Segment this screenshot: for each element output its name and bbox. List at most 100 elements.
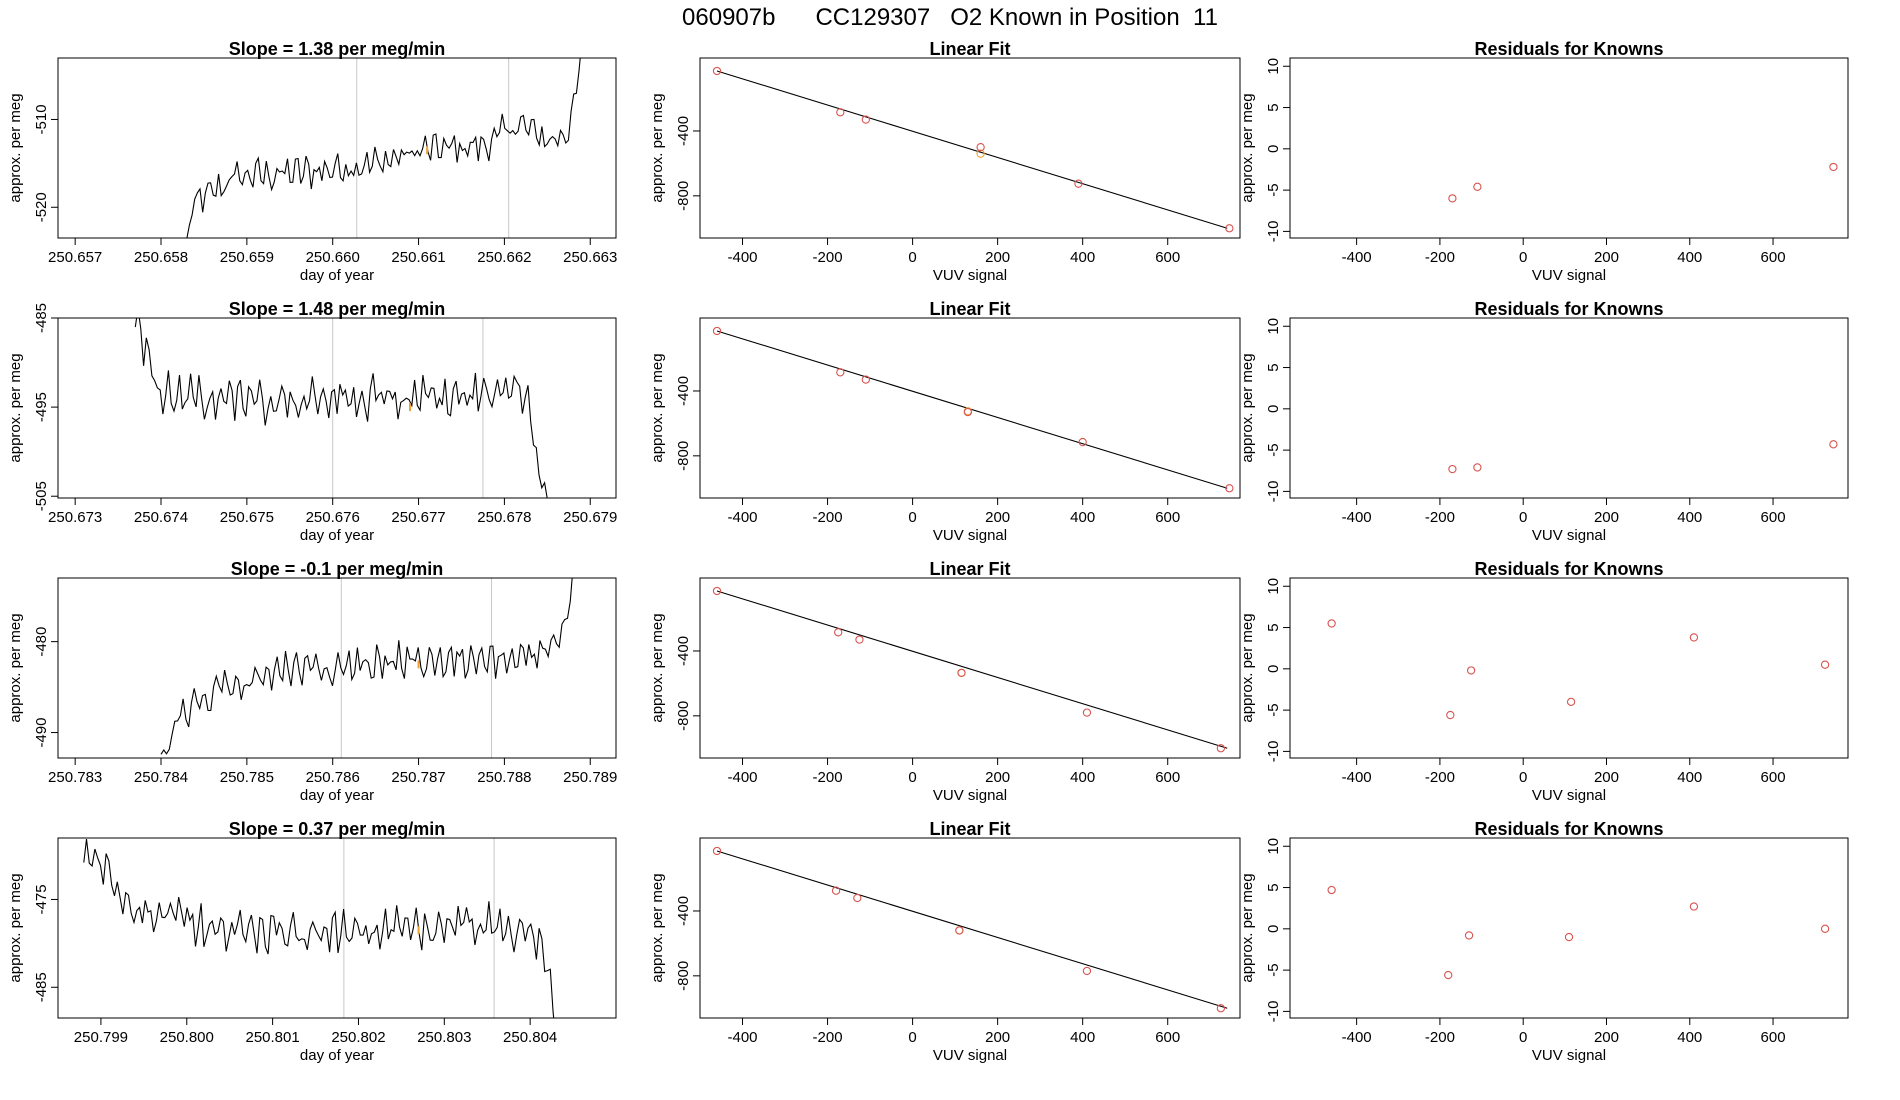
plot-area bbox=[712, 586, 1228, 753]
plot-area bbox=[160, 578, 573, 755]
y-tick-label: -800 bbox=[675, 181, 692, 211]
x-tick-label: 250.800 bbox=[160, 1029, 214, 1046]
y-tick-label: -400 bbox=[675, 636, 692, 666]
chart-title: Linear Fit bbox=[929, 819, 1010, 839]
y-axis-label: approx. per meg bbox=[649, 613, 666, 722]
x-tick-label: 250.803 bbox=[417, 1029, 471, 1046]
data-point bbox=[1466, 666, 1476, 675]
x-tick-label: -200 bbox=[813, 509, 843, 526]
y-tick-label: -510 bbox=[33, 104, 50, 134]
x-tick-label: 600 bbox=[1155, 1029, 1180, 1046]
x-tick-label: 200 bbox=[985, 769, 1010, 786]
y-axis-label: approx. per meg bbox=[7, 353, 24, 462]
data-trace bbox=[160, 578, 573, 755]
y-tick-label: 10 bbox=[1265, 578, 1282, 595]
y-tick-label: -520 bbox=[33, 192, 50, 222]
plot-area bbox=[134, 318, 548, 498]
x-tick-label: 250.678 bbox=[477, 509, 531, 526]
fit-line bbox=[716, 850, 1228, 1009]
data-point bbox=[957, 668, 966, 678]
y-tick-label: -5 bbox=[1265, 963, 1282, 976]
chart-r1-fit: Linear Fit -400 -200 0 200 400 600 VUV signal -8… bbox=[649, 299, 1241, 544]
plot-frame bbox=[1289, 317, 1849, 499]
plot-frame bbox=[1289, 837, 1849, 1019]
x-axis-label: VUV signal bbox=[933, 527, 1007, 544]
x-tick-label: 250.786 bbox=[306, 769, 360, 786]
x-tick-label: 250.661 bbox=[391, 249, 445, 266]
x-tick-label: -400 bbox=[1342, 1029, 1372, 1046]
fit-line bbox=[716, 590, 1228, 749]
x-tick-label: -200 bbox=[1425, 249, 1455, 266]
data-point bbox=[1689, 902, 1699, 911]
data-point bbox=[1225, 484, 1234, 493]
data-trace bbox=[134, 318, 548, 498]
y-axis-label: approx. per meg bbox=[1239, 353, 1256, 462]
fit-line bbox=[716, 70, 1228, 229]
y-tick-label: 0 bbox=[1265, 405, 1282, 413]
plot-area bbox=[712, 66, 1234, 233]
x-tick-label: -200 bbox=[1425, 769, 1455, 786]
x-axis-label: day of year bbox=[300, 787, 374, 804]
x-tick-label: 250.799 bbox=[74, 1029, 128, 1046]
x-tick-label: 0 bbox=[908, 249, 916, 266]
x-tick-label: 0 bbox=[1519, 249, 1527, 266]
x-tick-label: 250.783 bbox=[48, 769, 102, 786]
y-tick-label: -5 bbox=[1265, 703, 1282, 716]
fit-line bbox=[716, 330, 1228, 489]
x-axis-label: day of year bbox=[300, 1047, 374, 1064]
x-tick-label: 400 bbox=[1677, 1029, 1702, 1046]
plot-frame bbox=[57, 577, 617, 759]
x-tick-label: -400 bbox=[728, 249, 758, 266]
y-tick-label: 0 bbox=[1265, 665, 1282, 673]
x-tick-label: 400 bbox=[1070, 1029, 1095, 1046]
chart-title: Residuals for Knowns bbox=[1474, 299, 1663, 319]
chart-title: Slope = -0.1 per meg/min bbox=[231, 559, 444, 579]
chart-title: Residuals for Knowns bbox=[1474, 559, 1663, 579]
x-tick-label: -200 bbox=[813, 1029, 843, 1046]
y-tick-label: -5 bbox=[1265, 443, 1282, 456]
x-tick-label: 250.662 bbox=[477, 249, 531, 266]
x-axis-label: VUV signal bbox=[933, 787, 1007, 804]
data-point bbox=[1464, 931, 1474, 940]
y-tick-label: 5 bbox=[1265, 103, 1282, 111]
x-tick-label: 250.802 bbox=[331, 1029, 385, 1046]
page-title: 060907b CC129307 O2 Known in Position 11 bbox=[682, 4, 1218, 31]
y-tick-label: -490 bbox=[33, 718, 50, 748]
chart-r2-series: Slope = -0.1 per meg/min 250.783 250.784 25… bbox=[7, 559, 617, 804]
x-tick-label: 250.784 bbox=[134, 769, 188, 786]
x-axis-label: VUV signal bbox=[1532, 787, 1606, 804]
x-tick-label: 250.673 bbox=[48, 509, 102, 526]
data-point bbox=[1829, 440, 1838, 449]
y-tick-label: -5 bbox=[1265, 183, 1282, 196]
y-tick-label: 0 bbox=[1265, 925, 1282, 933]
x-tick-label: -200 bbox=[813, 769, 843, 786]
x-tick-label: 250.675 bbox=[220, 509, 274, 526]
plot-frame bbox=[699, 577, 1241, 759]
chart-title: Linear Fit bbox=[929, 39, 1010, 59]
data-point bbox=[1448, 464, 1457, 474]
data-point bbox=[861, 375, 870, 384]
x-axis-label: VUV signal bbox=[933, 267, 1007, 284]
x-tick-label: 250.785 bbox=[220, 769, 274, 786]
x-tick-label: 250.677 bbox=[391, 509, 445, 526]
data-point bbox=[1473, 463, 1482, 472]
x-tick-label: 600 bbox=[1761, 509, 1786, 526]
plot-frame bbox=[1289, 57, 1849, 239]
chart-title: Slope = 1.38 per meg/min bbox=[229, 39, 446, 59]
y-tick-label: -480 bbox=[33, 627, 50, 657]
data-point bbox=[1216, 744, 1226, 753]
x-tick-label: 400 bbox=[1677, 769, 1702, 786]
x-tick-label: -400 bbox=[728, 769, 758, 786]
data-point bbox=[1216, 1004, 1226, 1013]
x-axis-label: day of year bbox=[300, 267, 374, 284]
data-point bbox=[955, 926, 964, 935]
y-tick-label: -10 bbox=[1265, 741, 1282, 763]
data-point bbox=[861, 115, 870, 124]
plot-frame bbox=[57, 57, 617, 239]
chart-r0-fit: Linear Fit -400 -200 0 200 400 600 VUV signal -8… bbox=[649, 39, 1241, 284]
chart-r3-fit: Linear Fit -400 -200 0 200 400 600 VUV signal -8… bbox=[649, 819, 1241, 1064]
data-point bbox=[1082, 966, 1092, 976]
y-tick-label: -800 bbox=[675, 441, 692, 471]
plot-frame bbox=[57, 317, 617, 499]
